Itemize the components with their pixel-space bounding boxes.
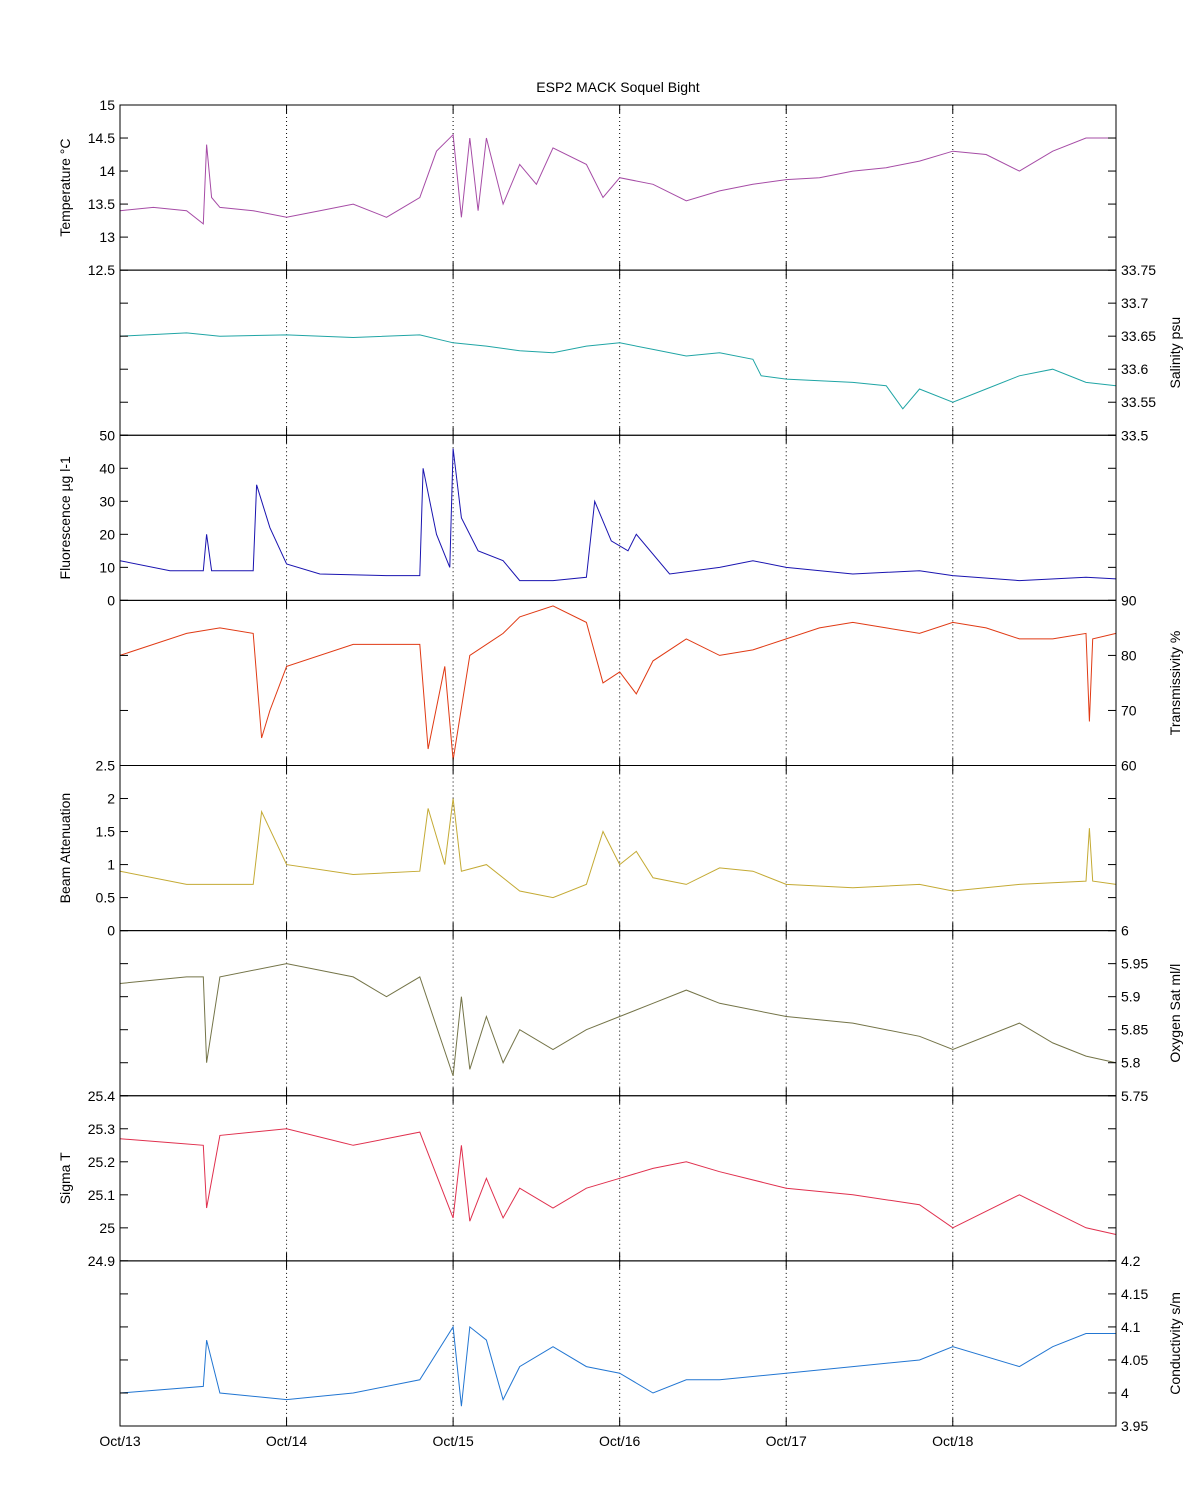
y-tick-label: 60 xyxy=(1121,758,1137,774)
y-tick-label: 4.05 xyxy=(1121,1352,1148,1368)
y-tick-label: 4.2 xyxy=(1121,1253,1141,1269)
y-axis-label-oxygen_sat: Oxygen Sat ml/l xyxy=(1167,964,1183,1063)
y-tick-label: 10 xyxy=(99,559,115,575)
panel-beam_attenuation: 0 0.5 1 1.5 2 2.5 Beam Attenuation xyxy=(57,758,1117,939)
y-axis-label-fluorescence: Fluorescence µg l-1 xyxy=(57,456,73,579)
y-tick-label: 70 xyxy=(1121,702,1137,718)
y-tick-label: 25.2 xyxy=(88,1154,115,1170)
y-tick-label: 0 xyxy=(107,923,115,939)
y-tick-label: 6 xyxy=(1121,923,1129,939)
y-tick-label: 33.55 xyxy=(1121,394,1156,410)
series-line-fluorescence xyxy=(119,448,1117,582)
y-tick-label: 2 xyxy=(107,791,115,807)
panel-salinity: 33.5 33.55 33.6 33.65 33.7 33.75 Salinity psu xyxy=(119,262,1183,443)
panel-frame xyxy=(119,104,1117,271)
y-tick-label: 15 xyxy=(99,97,115,113)
y-tick-label: 25.3 xyxy=(88,1121,115,1137)
y-tick-label: 33.75 xyxy=(1121,262,1156,278)
y-tick-label: 30 xyxy=(99,493,115,509)
y-tick-label: 5.85 xyxy=(1121,1022,1148,1038)
y-tick-label: 14.5 xyxy=(88,130,115,146)
y-tick-label: 90 xyxy=(1121,592,1137,608)
x-tick-label: Oct/16 xyxy=(599,1433,640,1449)
y-tick-label: 5.9 xyxy=(1121,989,1141,1005)
panel-sigma_t: 24.9 25 25.1 25.2 25.3 25.4 Sigma T xyxy=(57,1088,1117,1269)
panel-frame xyxy=(119,930,1117,1097)
y-tick-label: 13 xyxy=(99,229,115,245)
y-axis-label-sigma_t: Sigma T xyxy=(57,1152,73,1204)
y-tick-label: 4 xyxy=(1121,1385,1129,1401)
y-tick-label: 1.5 xyxy=(96,824,116,840)
x-tick-label: Oct/15 xyxy=(432,1433,473,1449)
panel-transmissivity: 60 70 80 90 Transmissivity % xyxy=(119,592,1183,774)
chart-title: ESP2 MACK Soquel Bight xyxy=(536,79,700,95)
y-tick-label: 5.75 xyxy=(1121,1088,1148,1104)
series-line-sigma_t xyxy=(119,1128,1117,1235)
y-tick-label: 4.15 xyxy=(1121,1286,1148,1302)
y-tick-label: 3.95 xyxy=(1121,1418,1148,1434)
x-tick-label: Oct/18 xyxy=(932,1433,973,1449)
y-axis-label-beam_attenuation: Beam Attenuation xyxy=(57,793,73,904)
y-tick-label: 50 xyxy=(99,427,115,443)
panel-frame xyxy=(119,1260,1117,1427)
y-axis-label-temperature: Temperature °C xyxy=(57,138,73,236)
series-line-conductivity xyxy=(119,1325,1116,1407)
series-line-temperature xyxy=(119,133,1116,225)
y-tick-label: 33.6 xyxy=(1121,361,1148,377)
panel-frame xyxy=(119,269,1117,436)
y-tick-label: 25.1 xyxy=(88,1187,115,1203)
panel-frame xyxy=(119,765,1117,932)
y-tick-label: 33.7 xyxy=(1121,295,1148,311)
y-tick-label: 20 xyxy=(99,526,115,542)
series-line-transmissivity xyxy=(119,605,1117,761)
y-axis-label-conductivity: Conductivity s/m xyxy=(1167,1292,1183,1395)
x-tick-label: Oct/13 xyxy=(99,1433,140,1449)
y-tick-label: 0.5 xyxy=(96,890,116,906)
y-tick-label: 2.5 xyxy=(96,758,116,774)
y-tick-label: 80 xyxy=(1121,647,1137,663)
panel-oxygen_sat: 5.75 5.8 5.85 5.9 5.95 6 Oxygen Sat ml/l xyxy=(119,923,1183,1104)
panel-fluorescence: 0 10 20 30 40 50 Fluorescence µg l-1 xyxy=(57,427,1117,608)
series-line-oxygen_sat xyxy=(119,963,1117,1077)
y-tick-label: 1 xyxy=(107,857,115,873)
y-tick-label: 13.5 xyxy=(88,196,115,212)
y-tick-label: 33.65 xyxy=(1121,328,1156,344)
y-tick-label: 0 xyxy=(107,592,115,608)
series-line-beam_attenuation xyxy=(119,798,1117,899)
y-tick-label: 24.9 xyxy=(88,1253,115,1269)
y-axis-label-salinity: Salinity psu xyxy=(1167,317,1183,389)
y-tick-label: 25.4 xyxy=(88,1088,115,1104)
y-tick-label: 12.5 xyxy=(88,262,115,278)
y-tick-label: 5.8 xyxy=(1121,1055,1141,1071)
y-tick-label: 5.95 xyxy=(1121,956,1148,972)
panel-frame xyxy=(119,434,1117,601)
series-line-salinity xyxy=(119,332,1117,410)
y-axis-label-transmissivity: Transmissivity % xyxy=(1167,631,1183,736)
x-tick-label: Oct/17 xyxy=(766,1433,807,1449)
y-tick-label: 40 xyxy=(99,460,115,476)
y-tick-label: 33.5 xyxy=(1121,427,1148,443)
x-tick-label: Oct/14 xyxy=(266,1433,307,1449)
y-tick-label: 14 xyxy=(99,163,115,179)
y-tick-label: 25 xyxy=(99,1220,115,1236)
panel-temperature: 12.5 13 13.5 14 14.5 15 Temperature °C xyxy=(57,97,1117,278)
y-tick-label: 4.1 xyxy=(1121,1319,1141,1335)
panel-conductivity: 3.95 4 4.05 4.1 4.15 4.2 Conductivity s/m xyxy=(119,1253,1183,1434)
